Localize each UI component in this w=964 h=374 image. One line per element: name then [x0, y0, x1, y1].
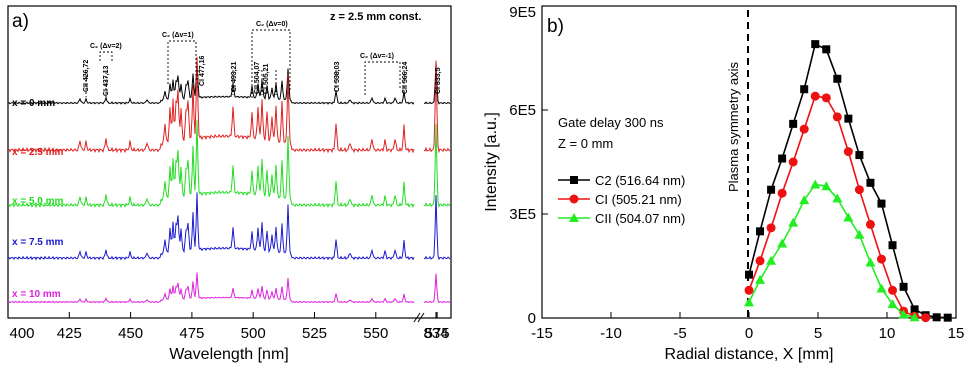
spectrum-trace [8, 56, 451, 154]
x-tick-label: 575 [425, 325, 450, 342]
trace-label-1: x = 2.5 mm [12, 147, 64, 158]
x-tick-label: 500 [241, 325, 266, 342]
band-label: C₂ (Δv=0) [256, 21, 288, 28]
line-label: CII 504,07 [254, 62, 261, 94]
spectrum-trace [8, 192, 451, 261]
spectrum-trace [8, 120, 451, 209]
band-label: C₂ (Δv=2) [90, 43, 122, 50]
spectra-frame [7, 5, 452, 319]
x-tick-label: 450 [118, 325, 143, 342]
line-label: CI 477,16 [199, 56, 206, 86]
panel-a-note: z = 2.5 mm const. [330, 11, 421, 23]
band-label: C₂ (Δv=-1) [360, 53, 394, 60]
line-label: CI 437,13 [103, 66, 110, 96]
spectra-x-axis-label: Wavelength [nm] [169, 346, 288, 363]
line-label: CI 505,21 [263, 64, 270, 94]
spectrum-trace [8, 272, 451, 304]
trace-label-3: x = 7.5 mm [12, 237, 64, 248]
x-tick-label: 525 [302, 325, 327, 342]
trace-label-2: x = 5.0 mm [12, 196, 64, 207]
spectrum-trace [8, 60, 451, 105]
axis-break-mark [417, 312, 425, 323]
line-label: CI 833,5 [435, 67, 442, 94]
band-label: C₂ (Δv=1) [162, 32, 194, 39]
x-tick-label: 400 [9, 325, 34, 342]
x-tick-label: 425 [57, 325, 82, 342]
line-label: CI 493,21 [231, 62, 238, 92]
spectra-traces [8, 56, 451, 304]
axis-break-mark [413, 312, 421, 323]
line-label: CII 426,72 [83, 60, 90, 92]
panel-a-label: a) [12, 11, 29, 32]
x-tick-label: 475 [179, 325, 204, 342]
line-label: CII 566,24 [402, 62, 409, 94]
trace-label-4: x = 10 mm [12, 289, 61, 300]
x-tick-label: 550 [363, 325, 388, 342]
x-tick-label: 834 [423, 325, 448, 342]
line-label: CI 538,03 [334, 62, 341, 92]
trace-label-0: x = 0 mm [12, 98, 55, 109]
band-brackets [85, 29, 405, 100]
